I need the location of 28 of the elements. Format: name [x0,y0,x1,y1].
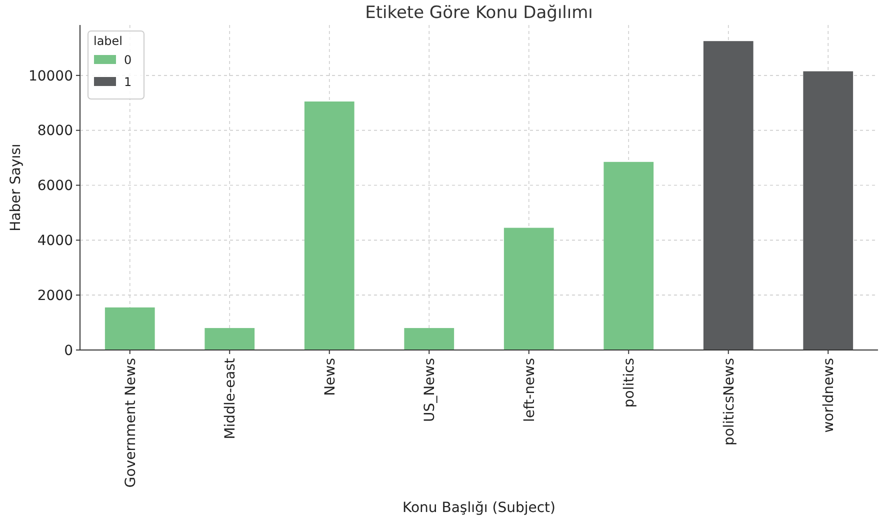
bar [104,307,155,350]
x-tick-label: left-news [522,358,538,422]
bar [604,162,654,350]
bar [304,102,354,350]
legend-label: 0 [124,53,132,68]
y-tick-label: 4000 [37,233,73,250]
y-tick-label: 8000 [37,123,73,140]
y-tick-label: 6000 [37,178,73,194]
x-tick-label: News [322,358,338,396]
y-axis-title: Haber Sayısı [8,144,24,232]
x-tick-label: politicsNews [721,358,738,446]
chart-title: Etikete Göre Konu Dağılımı [365,3,593,23]
y-tick-label: 0 [64,342,73,359]
x-tick-label: politics [622,358,638,408]
bar [703,41,754,350]
legend-label: 1 [124,75,132,90]
y-tick-label: 2000 [37,288,73,304]
bar [404,328,454,350]
y-tick-label: 10000 [28,68,73,84]
x-tick-label: Government News [122,358,139,488]
x-tick-label: worldnews [821,358,838,433]
x-tick-label: US_News [422,358,438,422]
legend-title: label [93,34,123,48]
bar [803,71,854,350]
x-axis-title: Konu Başlığı (Subject) [402,500,556,516]
x-tick-label: Middle-east [222,358,239,440]
bar [504,228,554,350]
bar [204,328,255,350]
